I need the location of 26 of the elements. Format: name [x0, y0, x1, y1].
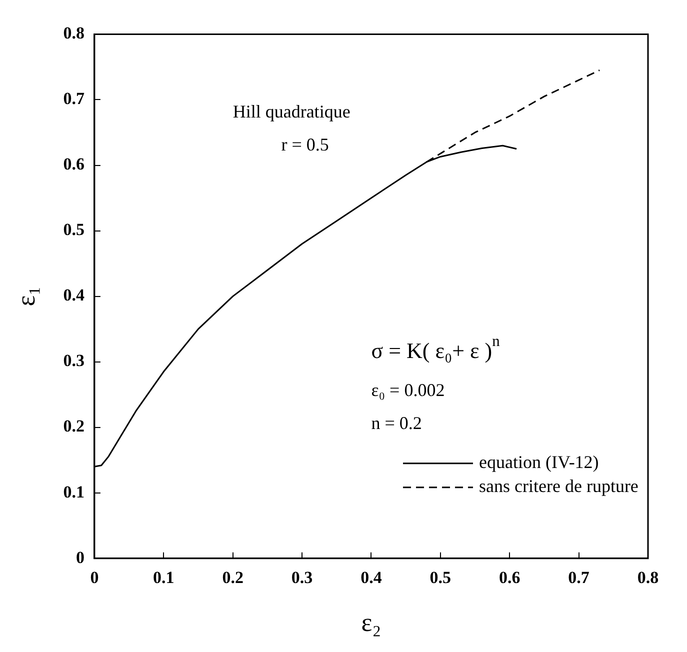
annotation: r = 0.5 [281, 134, 329, 154]
y-tick-label: 0.1 [63, 482, 84, 502]
y-axis-title: ε₁ [11, 286, 40, 306]
x-tick-label: 0.1 [153, 568, 174, 587]
x-tick-label: 0.2 [222, 568, 244, 587]
x-axis-title: ε₂ [361, 608, 382, 638]
y-tick-label: 0.4 [63, 286, 85, 305]
x-tick-label: 0.8 [637, 568, 659, 587]
legend-label: sans critere de rupture [479, 476, 638, 496]
legend-label: equation (IV-12) [479, 452, 599, 472]
annotation: ε₀ = 0.002 [371, 380, 445, 400]
annotation: n = 0.2 [371, 412, 422, 433]
y-tick-label: 0.8 [63, 24, 84, 43]
y-tick-label: 0.3 [63, 351, 84, 370]
y-tick-label: 0.2 [63, 416, 84, 436]
y-tick-label: 0.5 [63, 220, 84, 240]
x-tick-label: 0.5 [430, 568, 452, 587]
annotation: Hill quadratique [232, 102, 350, 122]
x-tick-label: 0 [90, 568, 99, 587]
y-tick-label: 0.6 [63, 154, 84, 174]
y-tick-label: 0.7 [63, 89, 85, 108]
x-tick-label: 0.7 [568, 568, 590, 587]
y-tick-label: 0 [76, 548, 84, 567]
x-tick-label: 0.3 [291, 568, 313, 587]
x-tick-label: 0.6 [498, 568, 520, 587]
x-tick-label: 0.4 [360, 568, 382, 587]
